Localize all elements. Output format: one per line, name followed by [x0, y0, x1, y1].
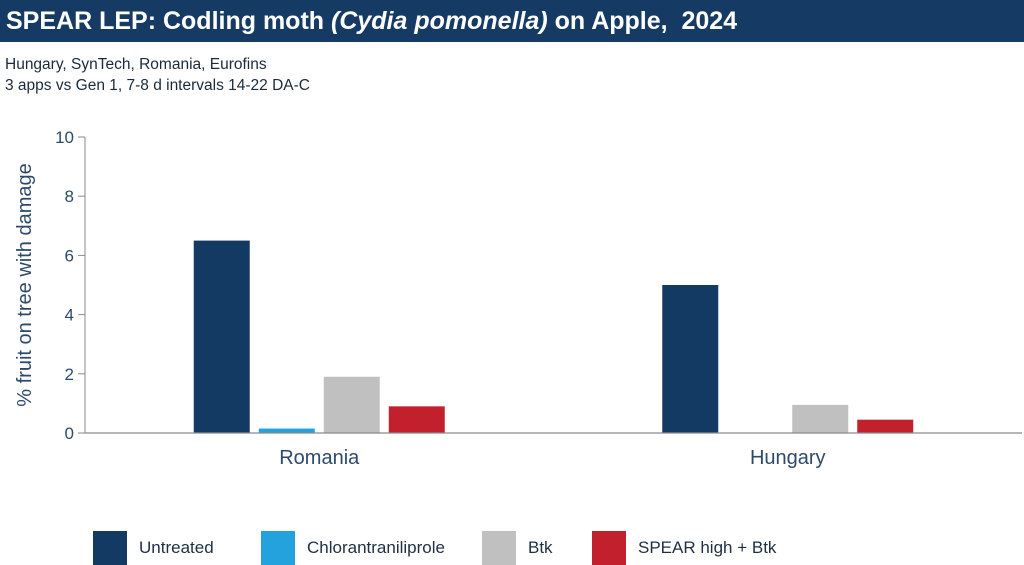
- legend-item: Btk: [482, 531, 553, 565]
- y-tick-label: 0: [65, 424, 74, 443]
- legend-item: Untreated: [93, 531, 214, 565]
- bar-hungary-2: [792, 404, 849, 433]
- x-category-label: Hungary: [750, 447, 826, 469]
- bar-romania-3: [388, 406, 445, 433]
- chart-title: SPEAR LEP: Codling moth (Cydia pomonella…: [0, 0, 1024, 42]
- y-tick-label: 2: [65, 365, 74, 384]
- legend-swatch: [482, 531, 516, 565]
- legend-label: Untreated: [139, 538, 214, 557]
- legend-swatch: [592, 531, 626, 565]
- y-tick-label: 10: [55, 128, 74, 147]
- legend-swatch: [261, 531, 295, 565]
- subtitle-protocol: 3 apps vs Gen 1, 7-8 d intervals 14-22 D…: [5, 77, 310, 94]
- bar-romania-2: [323, 376, 380, 433]
- title-species: (Cydia pomonella): [331, 6, 548, 35]
- title-crop-year: on Apple, 2024: [547, 6, 738, 35]
- title-text: SPEAR LEP: Codling moth: [6, 6, 331, 35]
- y-tick-label: 6: [65, 246, 74, 265]
- legend-item: SPEAR high + Btk: [592, 531, 776, 565]
- legend-label: Btk: [528, 538, 553, 557]
- bar-romania-0: [193, 240, 250, 433]
- bar-hungary-3: [857, 419, 914, 433]
- legend-item: Chlorantraniliprole: [261, 531, 445, 565]
- bar-romania-1: [258, 428, 315, 433]
- y-tick-label: 8: [65, 187, 74, 206]
- legend-swatch: [93, 531, 127, 565]
- x-category-label: Romania: [279, 447, 360, 469]
- subtitle-locations: Hungary, SynTech, Romania, Eurofins: [5, 56, 267, 73]
- legend-label: SPEAR high + Btk: [638, 538, 777, 557]
- y-tick-label: 4: [65, 306, 74, 325]
- y-axis-title: % fruit on tree with damage: [14, 163, 36, 406]
- legend-label: Chlorantraniliprole: [307, 538, 445, 557]
- bar-hungary-0: [662, 285, 719, 433]
